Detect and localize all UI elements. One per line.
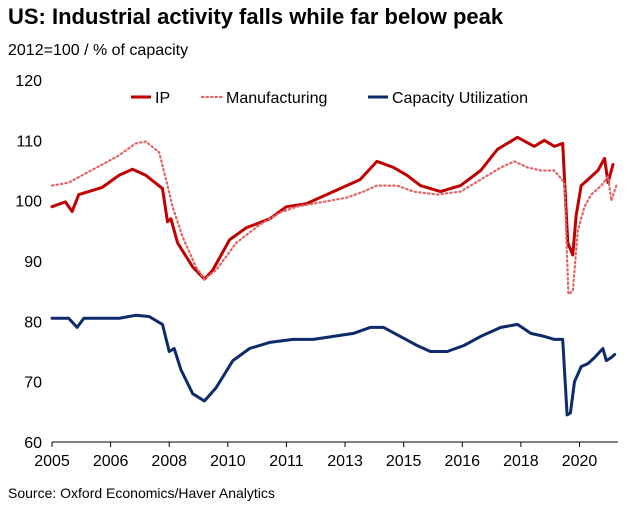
legend: IP Manufacturing Capacity Utilization [131, 90, 528, 107]
y-tick-label: 80 [24, 314, 42, 331]
series-line-capacity-utilization [50, 313, 617, 417]
x-tick-label: 2008 [151, 453, 187, 470]
x-tick-label: 2020 [562, 453, 598, 470]
x-tick-label: 2006 [93, 453, 129, 470]
y-tick-label: 110 [16, 133, 42, 150]
legend-label-manufacturing: Manufacturing [226, 90, 327, 107]
legend-label-capacity-utilization: Capacity Utilization [392, 90, 528, 107]
chart-subtitle: 2012=100 / % of capacity [8, 42, 189, 59]
y-tick-label: 70 [24, 375, 42, 392]
x-tick-label: 2013 [327, 453, 363, 470]
axes-layer: 60 70 80 90 100 110 120 2005 2006 2008 2010 2011 201… [15, 73, 618, 470]
x-tick-label: 2016 [444, 453, 480, 470]
x-tick-label: 2005 [34, 453, 70, 470]
y-tick-label: 100 [15, 194, 42, 211]
x-tick-label: 2011 [269, 453, 304, 470]
y-tick-label: 90 [24, 254, 42, 271]
series-layer [50, 135, 618, 417]
legend-label-ip: IP [155, 90, 170, 107]
y-tick-label: 120 [15, 73, 42, 90]
series-line-manufacturing [50, 140, 618, 296]
x-tick-label: 2010 [210, 453, 246, 470]
series-line-ip [50, 135, 615, 281]
chart-title: US: Industrial activity falls while far … [8, 4, 504, 29]
chart-source: Source: Oxford Economics/Haver Analytics [8, 485, 275, 501]
y-tick-label: 60 [24, 435, 42, 452]
x-tick-label: 2015 [386, 453, 422, 470]
x-tick-label: 2018 [503, 453, 539, 470]
